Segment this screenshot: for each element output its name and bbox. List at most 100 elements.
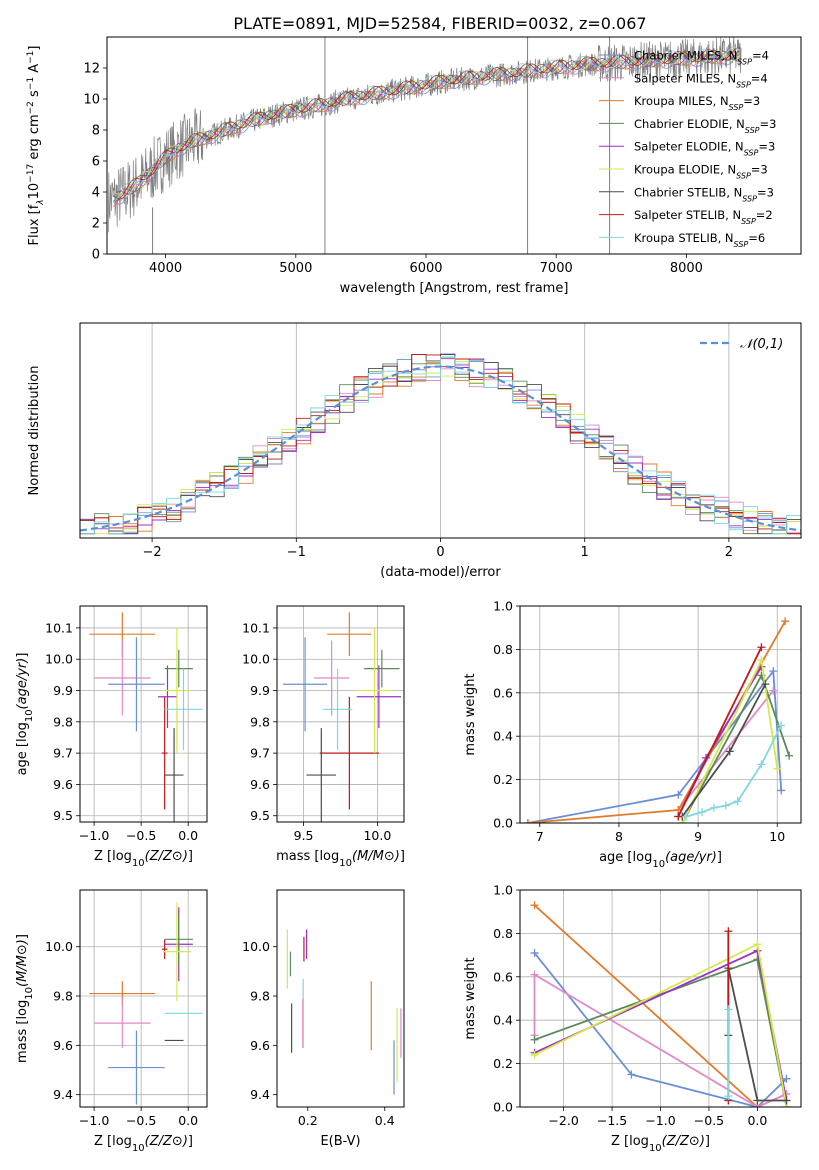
y-tick-label: 9.6 bbox=[250, 777, 270, 792]
weight-line-salpeter_miles bbox=[677, 690, 775, 811]
figure-title: PLATE=0891, MJD=52584, FIBERID=0032, z=0… bbox=[233, 14, 646, 33]
y-tick-label: 12 bbox=[83, 62, 100, 77]
weight-marker-salpeter_stelib bbox=[757, 643, 766, 652]
mass_weight_vs_age-plot-area bbox=[523, 617, 794, 823]
weight-marker-chabrier_stelib bbox=[753, 1096, 762, 1105]
mass_weight_vs_z-frame bbox=[519, 889, 802, 1108]
age_vs_z-plot-area bbox=[89, 612, 203, 822]
x-tick-label: −1.0 bbox=[645, 1113, 675, 1128]
x-tick-label: 10.0 bbox=[363, 828, 391, 843]
weight-marker-kroupa_elodie bbox=[753, 940, 762, 949]
x-tick-label: 0 bbox=[436, 545, 444, 560]
y-tick-label: 0.4 bbox=[493, 1013, 513, 1028]
weight-marker-chabrier_elodie bbox=[785, 751, 794, 760]
y-axis-label: age [log10(age/yr)] bbox=[15, 653, 35, 776]
weight-line-chabrier_miles bbox=[533, 952, 788, 1107]
y-tick-label: 9.7 bbox=[53, 746, 73, 761]
legend-entry-normal: 𝒩(0,1) bbox=[740, 337, 783, 352]
legend-entry-salpeter_elodie: Salpeter ELODIE, NSSP=3 bbox=[634, 140, 775, 158]
y-tick-label: 9.7 bbox=[250, 746, 270, 761]
x-tick-label: −0.5 bbox=[126, 1113, 156, 1128]
x-tick-label: −1.0 bbox=[79, 828, 109, 843]
y-tick-label: 4 bbox=[92, 186, 100, 201]
y-tick-label: 10.0 bbox=[45, 939, 73, 954]
weight-marker-kroupa_stelib bbox=[698, 808, 707, 817]
x-tick-label: 10 bbox=[769, 829, 785, 844]
spectrum-plot-area bbox=[107, 37, 742, 254]
model-line-chabrier_stelib bbox=[113, 49, 741, 200]
x-tick-label: 6000 bbox=[409, 261, 442, 276]
x-tick-label: 8000 bbox=[670, 261, 703, 276]
weight-marker-kroupa_miles bbox=[523, 819, 532, 823]
y-tick-label: 6 bbox=[92, 155, 100, 170]
weight-marker-chabrier_miles bbox=[530, 948, 539, 957]
x-tick-label: −0.5 bbox=[126, 828, 156, 843]
axes-residuals: −2 −1 0 1 2 (data-model)/error Normed distribu… bbox=[27, 323, 733, 580]
model-line-kroupa_elodie bbox=[113, 50, 741, 198]
model-line-chabrier_miles bbox=[113, 53, 741, 205]
axes-spectrum: 4000 5000 6000 7000 8000 0 2 4 6 8 10 12 wavelength … bbox=[83, 62, 703, 297]
x-tick-label: 7000 bbox=[540, 261, 573, 276]
x-axis-label: Z [log10(Z/Z⊙)] bbox=[94, 849, 193, 869]
y-tick-label: 10.0 bbox=[242, 939, 270, 954]
x-tick-label: −1.0 bbox=[79, 1113, 109, 1128]
legend-entry-kroupa_stelib: Kroupa STELIB, NSSP=6 bbox=[634, 231, 765, 249]
model-line-salpeter_miles bbox=[113, 52, 741, 207]
y-tick-label: 10.0 bbox=[45, 652, 73, 667]
age_vs_mass-plot-area bbox=[282, 612, 402, 822]
y-tick-label: 9.8 bbox=[53, 714, 73, 729]
weight-marker-chabrier_stelib bbox=[725, 747, 734, 756]
axes-age_vs_mass: 9.5 10.0 9.5 9.6 9.7 9.8 9.9 10.0 10.1 mass [log1… bbox=[242, 606, 405, 869]
y-tick-label: 9.6 bbox=[250, 1038, 270, 1053]
x-tick-label: 1 bbox=[581, 545, 589, 560]
x-axis-label: Z [log10(Z/Z⊙)] bbox=[94, 1134, 193, 1154]
axes-age_vs_z: −1.0 −0.5 0.0 9.5 9.6 9.7 9.8 9.9 10.0 10.1 Z [log… bbox=[15, 606, 207, 869]
x-tick-label: 8 bbox=[615, 829, 623, 844]
weight-marker-salpeter_miles bbox=[530, 970, 539, 979]
x-tick-label: 0.0 bbox=[747, 1113, 767, 1128]
spectrum-legend: Chabrier MILES, NSSP=4 Salpeter MILES, NS… bbox=[599, 49, 776, 249]
x-tick-label: 0.4 bbox=[375, 1113, 395, 1128]
weight-marker-kroupa_stelib bbox=[757, 760, 766, 769]
y-tick-label: 9.8 bbox=[250, 714, 270, 729]
x-tick-label: 9 bbox=[694, 829, 702, 844]
x-axis-label: (data-model)/error bbox=[380, 565, 501, 580]
weight-marker-chabrier_miles bbox=[777, 786, 786, 795]
model-line-kroupa_stelib bbox=[113, 46, 741, 203]
y-tick-label: 9.8 bbox=[53, 989, 73, 1004]
legend-entry-chabrier_stelib: Chabrier STELIB, NSSP=3 bbox=[634, 185, 774, 203]
age_vs_z-frame bbox=[79, 605, 208, 823]
mass_vs_z-frame bbox=[79, 889, 208, 1108]
y-tick-label: 9.9 bbox=[250, 683, 270, 698]
y-tick-label: 0.8 bbox=[493, 642, 513, 657]
weight-marker-kroupa_elodie bbox=[757, 656, 766, 665]
x-tick-label: 2 bbox=[725, 545, 733, 560]
weight-marker-chabrier_miles bbox=[782, 1074, 791, 1083]
weight-marker-salpeter_miles bbox=[769, 686, 778, 695]
x-tick-label: −1 bbox=[287, 545, 306, 560]
mass_weight_vs_z-plot-area bbox=[530, 901, 791, 1107]
y-tick-label: 0.0 bbox=[493, 1100, 513, 1115]
y-tick-label: 9.5 bbox=[53, 808, 73, 823]
y-tick-label: 10.1 bbox=[45, 620, 73, 635]
age_vs_mass-frame bbox=[276, 605, 405, 823]
y-tick-label: 0.6 bbox=[493, 685, 513, 700]
y-tick-label: 0.2 bbox=[493, 772, 513, 787]
y-tick-label: 0 bbox=[92, 248, 100, 263]
y-tick-label: 10.1 bbox=[242, 620, 270, 635]
y-tick-label: 2 bbox=[92, 217, 100, 232]
y-axis-label: mass weight bbox=[463, 957, 478, 1039]
y-tick-label: 8 bbox=[92, 124, 100, 139]
y-tick-label: 9.5 bbox=[250, 808, 270, 823]
weight-marker-kroupa_stelib bbox=[721, 801, 730, 810]
x-tick-label: −1.5 bbox=[597, 1113, 627, 1128]
y-tick-label: 0.4 bbox=[493, 729, 513, 744]
histogram-plot-area bbox=[80, 353, 801, 538]
y-tick-label: 10.0 bbox=[242, 652, 270, 667]
x-tick-label: 5000 bbox=[279, 261, 312, 276]
legend-entry-salpeter_stelib: Salpeter STELIB, NSSP=2 bbox=[634, 208, 773, 226]
y-tick-label: 9.4 bbox=[250, 1087, 270, 1102]
y-tick-label: 0.0 bbox=[493, 816, 513, 831]
y-tick-label: 10 bbox=[83, 93, 100, 108]
